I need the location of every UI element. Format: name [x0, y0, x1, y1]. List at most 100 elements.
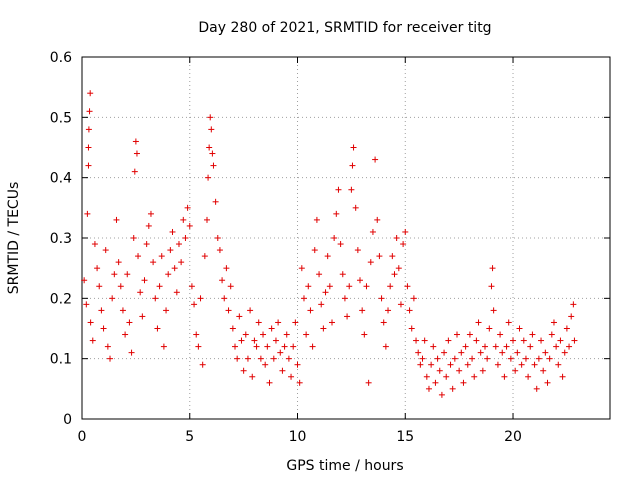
data-point [408, 325, 415, 332]
data-point [290, 343, 297, 350]
data-point [89, 337, 96, 344]
data-point [208, 126, 215, 133]
data-point [449, 385, 456, 392]
data-point [402, 228, 409, 235]
data-point [300, 295, 307, 302]
data-point [221, 295, 228, 302]
data-point [117, 283, 124, 290]
data-point [503, 343, 510, 350]
data-point [313, 216, 320, 223]
data-point [354, 247, 361, 254]
data-point [538, 337, 545, 344]
data-point [326, 283, 333, 290]
x-axis-label: GPS time / hours [286, 458, 403, 474]
data-point [104, 343, 111, 350]
data-point [175, 241, 182, 248]
data-point [385, 307, 392, 314]
data-point [324, 253, 331, 260]
data-point [307, 307, 314, 314]
data-point [363, 283, 370, 290]
data-point [395, 265, 402, 272]
data-point [542, 349, 549, 356]
data-point [281, 343, 288, 350]
data-point [404, 283, 411, 290]
data-point [197, 295, 204, 302]
data-point [209, 150, 216, 157]
data-point [178, 259, 185, 266]
data-point [389, 253, 396, 260]
data-point [563, 325, 570, 332]
data-point [477, 349, 484, 356]
data-point [203, 216, 210, 223]
data-point [544, 379, 551, 386]
data-point [387, 283, 394, 290]
data-point [488, 283, 495, 290]
data-point [141, 277, 148, 284]
data-point [171, 265, 178, 272]
data-point [447, 361, 454, 368]
data-point [100, 325, 107, 332]
data-point [264, 343, 271, 350]
chart-title: Day 280 of 2021, SRMTID for receiver tit… [198, 20, 491, 36]
y-axis-label: SRMTID / TECUs [6, 182, 22, 295]
y-tick-label: 0.5 [50, 110, 72, 126]
data-point [296, 379, 303, 386]
data-point [305, 283, 312, 290]
data-point [529, 331, 536, 338]
data-point [432, 379, 439, 386]
data-point [421, 337, 428, 344]
data-point [173, 289, 180, 296]
data-point [443, 373, 450, 380]
data-point [236, 313, 243, 320]
data-point [525, 373, 532, 380]
data-point [292, 319, 299, 326]
data-point [490, 307, 497, 314]
data-point [257, 355, 264, 362]
grid-lines [82, 57, 610, 419]
data-point [425, 385, 432, 392]
data-point [152, 295, 159, 302]
data-point [214, 235, 221, 241]
data-point [268, 325, 275, 332]
data-point [430, 343, 437, 350]
data-point [262, 361, 269, 368]
data-point [550, 319, 557, 326]
data-point [559, 373, 566, 380]
data-point [471, 373, 478, 380]
data-point [81, 277, 88, 284]
data-point [460, 379, 467, 386]
data-point [83, 301, 90, 308]
data-point [98, 307, 105, 314]
data-point [462, 343, 469, 350]
data-point [456, 367, 463, 374]
data-point [568, 313, 575, 320]
data-point [229, 325, 236, 332]
data-point [165, 271, 172, 278]
data-point [494, 361, 501, 368]
data-point [283, 331, 290, 338]
data-point [527, 343, 534, 350]
data-point [107, 355, 114, 362]
data-point [124, 271, 131, 278]
data-point [417, 361, 424, 368]
data-point [489, 265, 496, 272]
y-tick-label: 0.6 [50, 50, 72, 66]
data-point [180, 216, 187, 223]
data-point [238, 337, 245, 344]
data-point [369, 228, 376, 235]
data-point [518, 361, 525, 368]
data-point [571, 337, 578, 344]
data-point [413, 337, 420, 344]
data-point [227, 283, 234, 290]
data-point [335, 186, 342, 193]
data-point [85, 144, 92, 151]
data-point [242, 331, 249, 338]
data-point [535, 355, 542, 362]
data-point [445, 337, 452, 344]
data-point [479, 367, 486, 374]
data-point [182, 235, 189, 241]
data-point [482, 343, 489, 350]
data-point [154, 325, 161, 332]
data-point [279, 367, 286, 374]
